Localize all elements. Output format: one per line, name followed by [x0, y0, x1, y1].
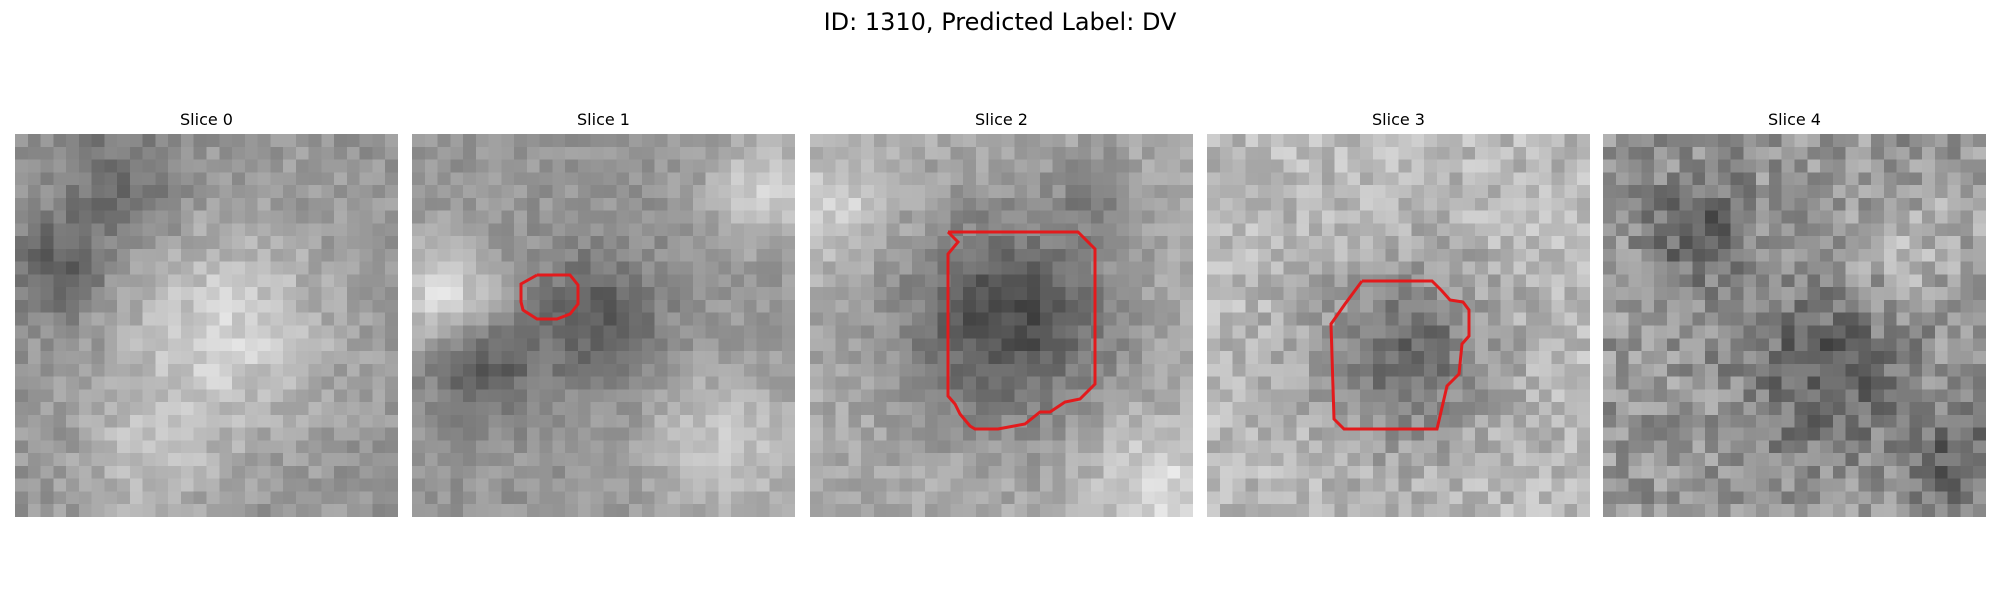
slice-pixels-0 — [15, 134, 398, 517]
slice-image-4 — [1603, 134, 1986, 517]
slice-title-4: Slice 4 — [1768, 110, 1821, 129]
slice-image-2 — [810, 134, 1193, 517]
slice-title-2: Slice 2 — [975, 110, 1028, 129]
figure-title: ID: 1310, Predicted Label: DV — [823, 8, 1177, 36]
contour-overlay-1 — [519, 273, 580, 321]
slice-image-1 — [412, 134, 795, 517]
segmentation-contour-3 — [1329, 279, 1471, 431]
slice-pixels-1 — [412, 134, 795, 517]
contour-overlay-3 — [1329, 279, 1471, 431]
slice-image-3 — [1207, 134, 1590, 517]
slice-title-0: Slice 0 — [180, 110, 233, 129]
slice-pixels-4 — [1603, 134, 1986, 517]
slice-title-3: Slice 3 — [1372, 110, 1425, 129]
slice-panel-3: Slice 3 — [1207, 108, 1590, 517]
slice-title-1: Slice 1 — [577, 110, 630, 129]
segmentation-contour-1 — [519, 273, 580, 321]
slice-panel-1: Slice 1 — [412, 108, 795, 517]
slice-panel-4: Slice 4 — [1603, 108, 1986, 517]
slice-image-0 — [15, 134, 398, 517]
slice-pixels-2 — [810, 134, 1193, 517]
slice-panel-0: Slice 0 — [15, 108, 398, 517]
slice-panel-2: Slice 2 — [810, 108, 1193, 517]
slice-pixels-3 — [1207, 134, 1590, 517]
contour-overlay-2 — [946, 230, 1097, 431]
segmentation-contour-2 — [946, 230, 1097, 431]
